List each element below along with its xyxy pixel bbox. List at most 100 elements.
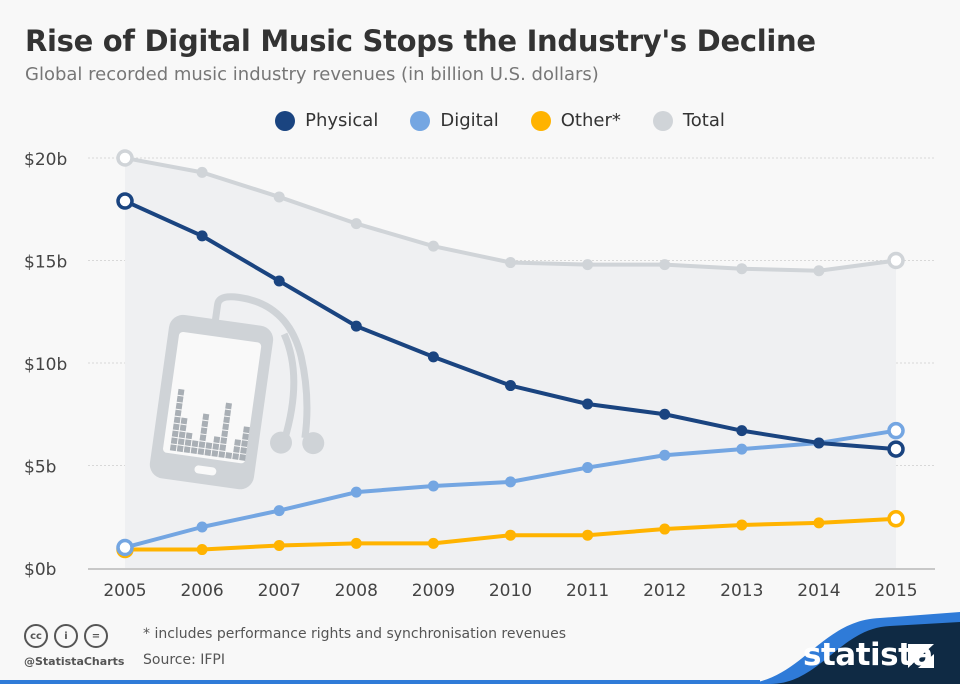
equalizer-bar (185, 432, 193, 440)
data-point (196, 230, 208, 242)
equalizer-bar (169, 444, 177, 452)
equalizer-bar (225, 402, 232, 410)
data-point (116, 192, 134, 210)
equalizer-bar (175, 402, 183, 410)
x-tick-label: 2007 (258, 581, 301, 601)
legend-swatch (275, 110, 296, 131)
data-point (813, 437, 825, 449)
data-point (505, 257, 516, 269)
legend-label: Total (682, 110, 725, 131)
data-point (582, 462, 594, 474)
data-point (427, 537, 439, 549)
equalizer-bar (183, 446, 191, 454)
data-point (887, 440, 905, 458)
legend-label: Physical (305, 110, 379, 131)
equalizer-bar (205, 442, 213, 450)
data-point (813, 265, 825, 277)
data-point (887, 251, 905, 270)
x-tick-label: 2009 (412, 581, 455, 601)
equalizer-bar (201, 420, 209, 428)
y-tick-label: $20b (24, 150, 67, 170)
equalizer-bar (240, 447, 247, 454)
x-tick-label: 2015 (874, 581, 917, 601)
legend-item-other[interactable]: Other* (530, 110, 621, 131)
x-tick-label: 2006 (180, 581, 223, 601)
equalizer-bar (176, 395, 184, 403)
data-point (659, 449, 671, 461)
equalizer-bar (211, 450, 219, 457)
data-point (427, 480, 439, 492)
equalizer-bar (177, 438, 185, 446)
twitter-handle[interactable]: @StatistaCharts (24, 655, 125, 668)
equalizer-bar (220, 437, 228, 445)
equalizer-bar (221, 430, 229, 438)
y-tick-label: $15b (24, 253, 67, 273)
legend-swatch (530, 110, 551, 131)
data-point (736, 425, 748, 437)
equalizer-bar (200, 427, 208, 435)
data-point (350, 218, 362, 230)
legend-label: Other* (560, 110, 621, 131)
x-tick-label: 2010 (489, 581, 532, 601)
equalizer-bar (174, 409, 182, 417)
data-point (813, 517, 825, 529)
no-derivatives-icon: = (84, 624, 108, 648)
equalizer-bar (179, 424, 187, 432)
license-icons[interactable]: cc i = (24, 624, 108, 648)
legend-label: Digital (440, 110, 499, 131)
equalizer-bar (241, 440, 248, 447)
equalizer-bar (223, 416, 231, 424)
data-point (887, 421, 905, 440)
data-point (659, 259, 671, 271)
data-point (659, 408, 671, 420)
data-point (736, 443, 748, 455)
equalizer-bar (225, 452, 233, 459)
equalizer-bar (224, 409, 232, 417)
y-tick-label: $10b (24, 355, 67, 375)
statista-logo-icon (908, 644, 934, 668)
data-point (427, 240, 439, 252)
data-point (196, 521, 208, 533)
legend-item-digital[interactable]: Digital (410, 110, 499, 131)
x-tick-label: 2012 (643, 581, 686, 601)
data-point (116, 538, 134, 557)
equalizer-bar (184, 439, 192, 447)
equalizer-bar (213, 436, 221, 444)
equalizer-bar (173, 416, 181, 424)
data-point (736, 519, 748, 531)
legend-item-total[interactable]: Total (652, 110, 725, 131)
equalizer-bar (233, 446, 241, 453)
data-point (350, 486, 362, 498)
data-point (887, 510, 905, 528)
equalizer-bar (176, 445, 184, 453)
equalizer-bar (172, 423, 180, 431)
data-point (505, 380, 516, 392)
chart-title: Rise of Digital Music Stops the Industry… (25, 24, 816, 58)
x-tick-label: 2008 (335, 581, 378, 601)
equalizer-bar (239, 454, 246, 461)
equalizer-bar (232, 453, 240, 460)
equalizer-bar (177, 388, 185, 396)
equalizer-bar (212, 443, 220, 451)
equalizer-bar (191, 440, 199, 448)
attribution-icon: i (54, 624, 78, 648)
equalizer-bar (197, 448, 205, 455)
equalizer-bar (190, 447, 198, 455)
equalizer-bar (180, 417, 188, 425)
cc-icon: cc (24, 624, 48, 648)
legend-swatch (410, 110, 431, 131)
equalizer-bar (219, 444, 227, 451)
legend-item-physical[interactable]: Physical (275, 110, 378, 131)
total-area (125, 158, 896, 568)
legend: Physical Digital Other* Total (0, 110, 960, 131)
brand-logo[interactable]: statista (803, 637, 933, 673)
data-point (116, 149, 134, 167)
data-point (273, 191, 285, 203)
equalizer-bar (199, 434, 207, 442)
data-point (659, 523, 671, 535)
data-point (427, 351, 439, 363)
x-tick-label: 2013 (720, 581, 763, 601)
equalizer-bar (202, 413, 210, 421)
equalizer-bar (234, 439, 241, 446)
